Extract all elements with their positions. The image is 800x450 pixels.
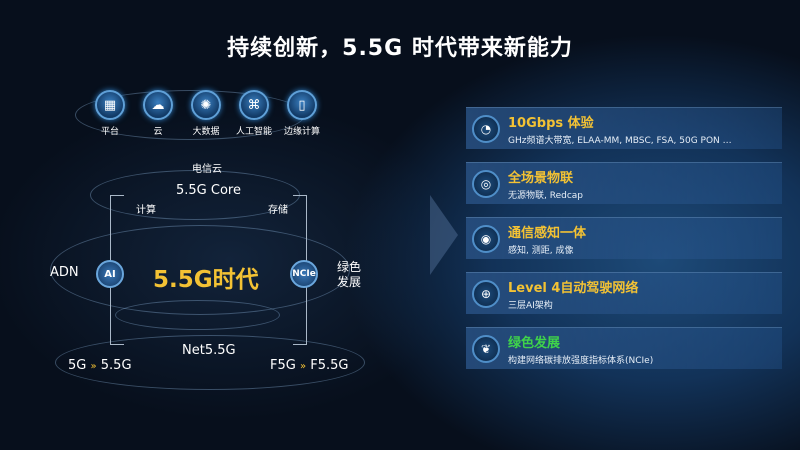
top-icon-label: 平台 [100,127,119,137]
arrow-right-icon [430,195,458,275]
speed-gauge-icon: ◔ [472,115,500,143]
cloud-icon: ☁ [143,90,173,120]
left-to: 5.5G [100,358,132,373]
capability-title: 全场景物联 [508,171,574,186]
net-label: Net5.5G [182,343,236,358]
green-label-1: 绿色 [337,260,362,274]
capability-panel: ◔ 10Gbps 体验 GHz频谱大带宽, ELAA-MM, MBSC, FSA, … [466,107,782,149]
bottom-ring [55,335,365,390]
capability-panel: ◉ 通信感知一体感知, 测距, 成像 [466,217,782,259]
ai-node: AI [96,260,124,288]
adn-label: ADN [50,265,79,280]
green-label-2: 发展 [337,275,362,289]
top-icon-label: 云 [153,127,163,137]
storage-label: 存储 [268,205,288,216]
capability-panel: ❦ 绿色发展构建网络碳排放强度指标体系(NCIe) [466,327,782,369]
double-chevron-icon: » [90,361,97,372]
left-evolution: 5G » 5.5G [68,358,132,373]
capability-subtitle: 三层AI架构 [508,301,553,311]
edge-computing-icon: ▯ [287,90,317,120]
capability-title: 绿色发展 [508,336,561,351]
leaf-icon: ❦ [472,335,500,363]
capability-panel: ◎ 全场景物联无源物联, Redcap [466,162,782,204]
platform-icon: ▦ [95,90,125,120]
capability-subtitle: 感知, 测距, 成像 [508,246,574,256]
big-data-icon: ✺ [191,90,221,120]
right-to: F5.5G [310,358,349,373]
capability-title: 通信感知一体 [508,226,587,241]
capability-panel: ⊕ Level 4自动驾驶网络三层AI架构 [466,272,782,314]
ncie-node: NCIe [290,260,318,288]
top-icon-label: 边缘计算 [283,127,320,137]
capability-subtitle: 无源物联, Redcap [508,191,583,201]
top-icon-label: 大数据 [192,127,220,137]
capability-title: 10Gbps 体验 [508,116,594,131]
compute-label: 计算 [136,205,156,216]
right-evolution: F5G » F5.5G [270,358,348,373]
slide-title: 持续创新，5.5G 时代带来新能力 [227,36,573,61]
lower-ring [115,300,280,330]
iot-icon: ◎ [472,170,500,198]
sensing-icon: ◉ [472,225,500,253]
core-label: 5.5G Core [176,183,241,198]
telecom-cloud-label: 电信云 [192,164,222,175]
capability-title: Level 4自动驾驶网络 [508,281,639,296]
center-title: 5.5G时代 [153,267,259,293]
top-icon-label: 人工智能 [235,127,272,137]
ai-chip-icon: ⌘ [239,90,269,120]
double-chevron-icon: » [299,361,307,372]
left-from: 5G [68,358,87,373]
network-globe-icon: ⊕ [472,280,500,308]
capability-subtitle: GHz频谱大带宽, ELAA-MM, MBSC, FSA, 50G PON … [508,136,732,146]
right-from: F5G [270,358,296,373]
capability-subtitle: 构建网络碳排放强度指标体系(NCIe) [508,356,654,366]
